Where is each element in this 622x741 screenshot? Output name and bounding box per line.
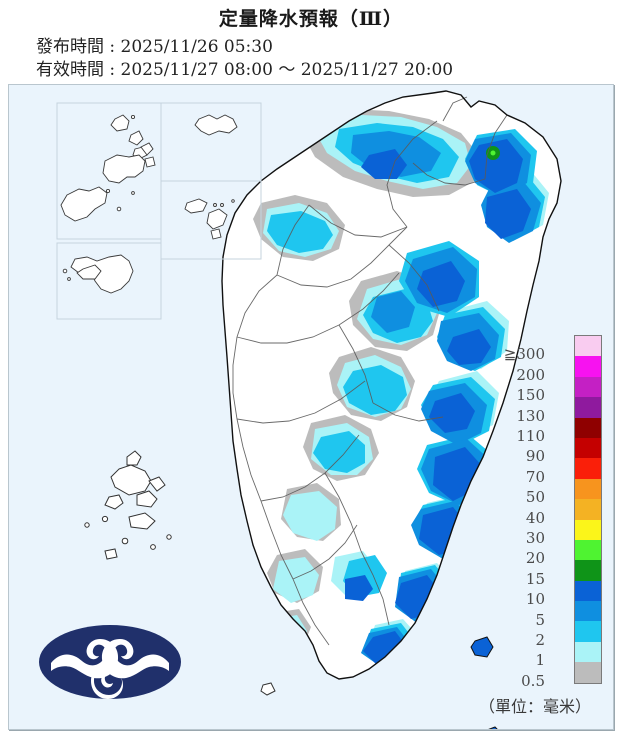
legend-swatch-11 [575, 560, 601, 581]
cwa-wave-logo [39, 625, 181, 699]
legend-label-12: 10 [525, 590, 545, 609]
legend-label-0: ≧300 [503, 345, 545, 364]
kinmen-islets [62, 254, 134, 294]
legend-label-3: 130 [516, 406, 545, 425]
legend-label-11: 15 [525, 569, 545, 588]
orchid-island [488, 726, 498, 729]
legend-swatch-16 [575, 662, 601, 683]
legend-swatch-5 [575, 437, 601, 459]
green-island [470, 636, 494, 658]
legend-swatch-14 [575, 621, 601, 642]
legend-label-5: 90 [525, 447, 545, 466]
taiwan-coastline [221, 90, 562, 680]
legend-label-14: 2 [535, 631, 545, 649]
legend-label-7: 50 [525, 488, 545, 507]
legend-swatch-4 [575, 417, 601, 438]
legend-swatch-2 [575, 376, 601, 398]
offshore-islands [84, 450, 498, 729]
legend-label-1: 200 [516, 365, 545, 384]
taiwan-qpf-map[interactable] [9, 85, 614, 730]
taiwan-main-island [221, 90, 562, 680]
inset-kinmen [56, 242, 162, 320]
wuqiu-islets [194, 114, 238, 136]
map-panel[interactable]: ≧300 200 150 130 110 90 70 50 40 30 20 15 10 5 2 1 0.5 （… [8, 84, 614, 730]
precipitation-field [253, 109, 549, 667]
legend-swatch-12 [575, 580, 601, 602]
legend-label-13: 5 [535, 610, 545, 629]
legend-swatch-1 [575, 356, 601, 377]
legend-label-10: 20 [525, 549, 545, 568]
legend-label-4: 110 [516, 427, 545, 445]
legend-swatch-7 [575, 478, 601, 500]
legend-label-9: 30 [525, 529, 545, 547]
legend-swatch-9 [575, 519, 601, 540]
rain-band-30 [490, 150, 496, 156]
legend-swatch-0 [575, 336, 601, 357]
xiaoliuqiu-island [260, 682, 276, 696]
legend-swatch-3 [575, 397, 601, 418]
valid-time-line: 有效時間 : 2025/11/27 08:00 ～ 2025/11/27 20:… [36, 60, 454, 80]
dongyin-islets [184, 198, 235, 240]
issue-time-line: 發布時間 : 2025/11/26 05:30 [36, 37, 273, 57]
matsu-islets [60, 114, 156, 222]
legend-label-6: 70 [525, 467, 545, 486]
penghu-archipelago [84, 450, 172, 560]
legend-label-15: 1 [535, 651, 545, 670]
legend-swatch-8 [575, 499, 601, 520]
legend-label-2: 150 [516, 386, 545, 405]
legend-swatch-15 [575, 641, 601, 663]
legend-swatch-6 [575, 458, 601, 479]
legend-unit-label: （單位：毫米） [478, 697, 591, 716]
county-boundaries [232, 96, 508, 646]
legend-colour-bar [574, 335, 602, 684]
legend-label-8: 40 [525, 508, 545, 527]
inset-dongyin [160, 180, 262, 260]
header: 定量降水預報（Ⅲ） 發布時間 : 2025/11/26 05:30 有效時間 :… [0, 0, 622, 82]
legend-swatch-13 [575, 601, 601, 622]
legend-swatch-10 [575, 539, 601, 561]
legend-label-16: 0.5 [521, 671, 545, 690]
inset-wuqiu [160, 102, 262, 182]
page-title: 定量降水預報（Ⅲ） [218, 8, 404, 30]
